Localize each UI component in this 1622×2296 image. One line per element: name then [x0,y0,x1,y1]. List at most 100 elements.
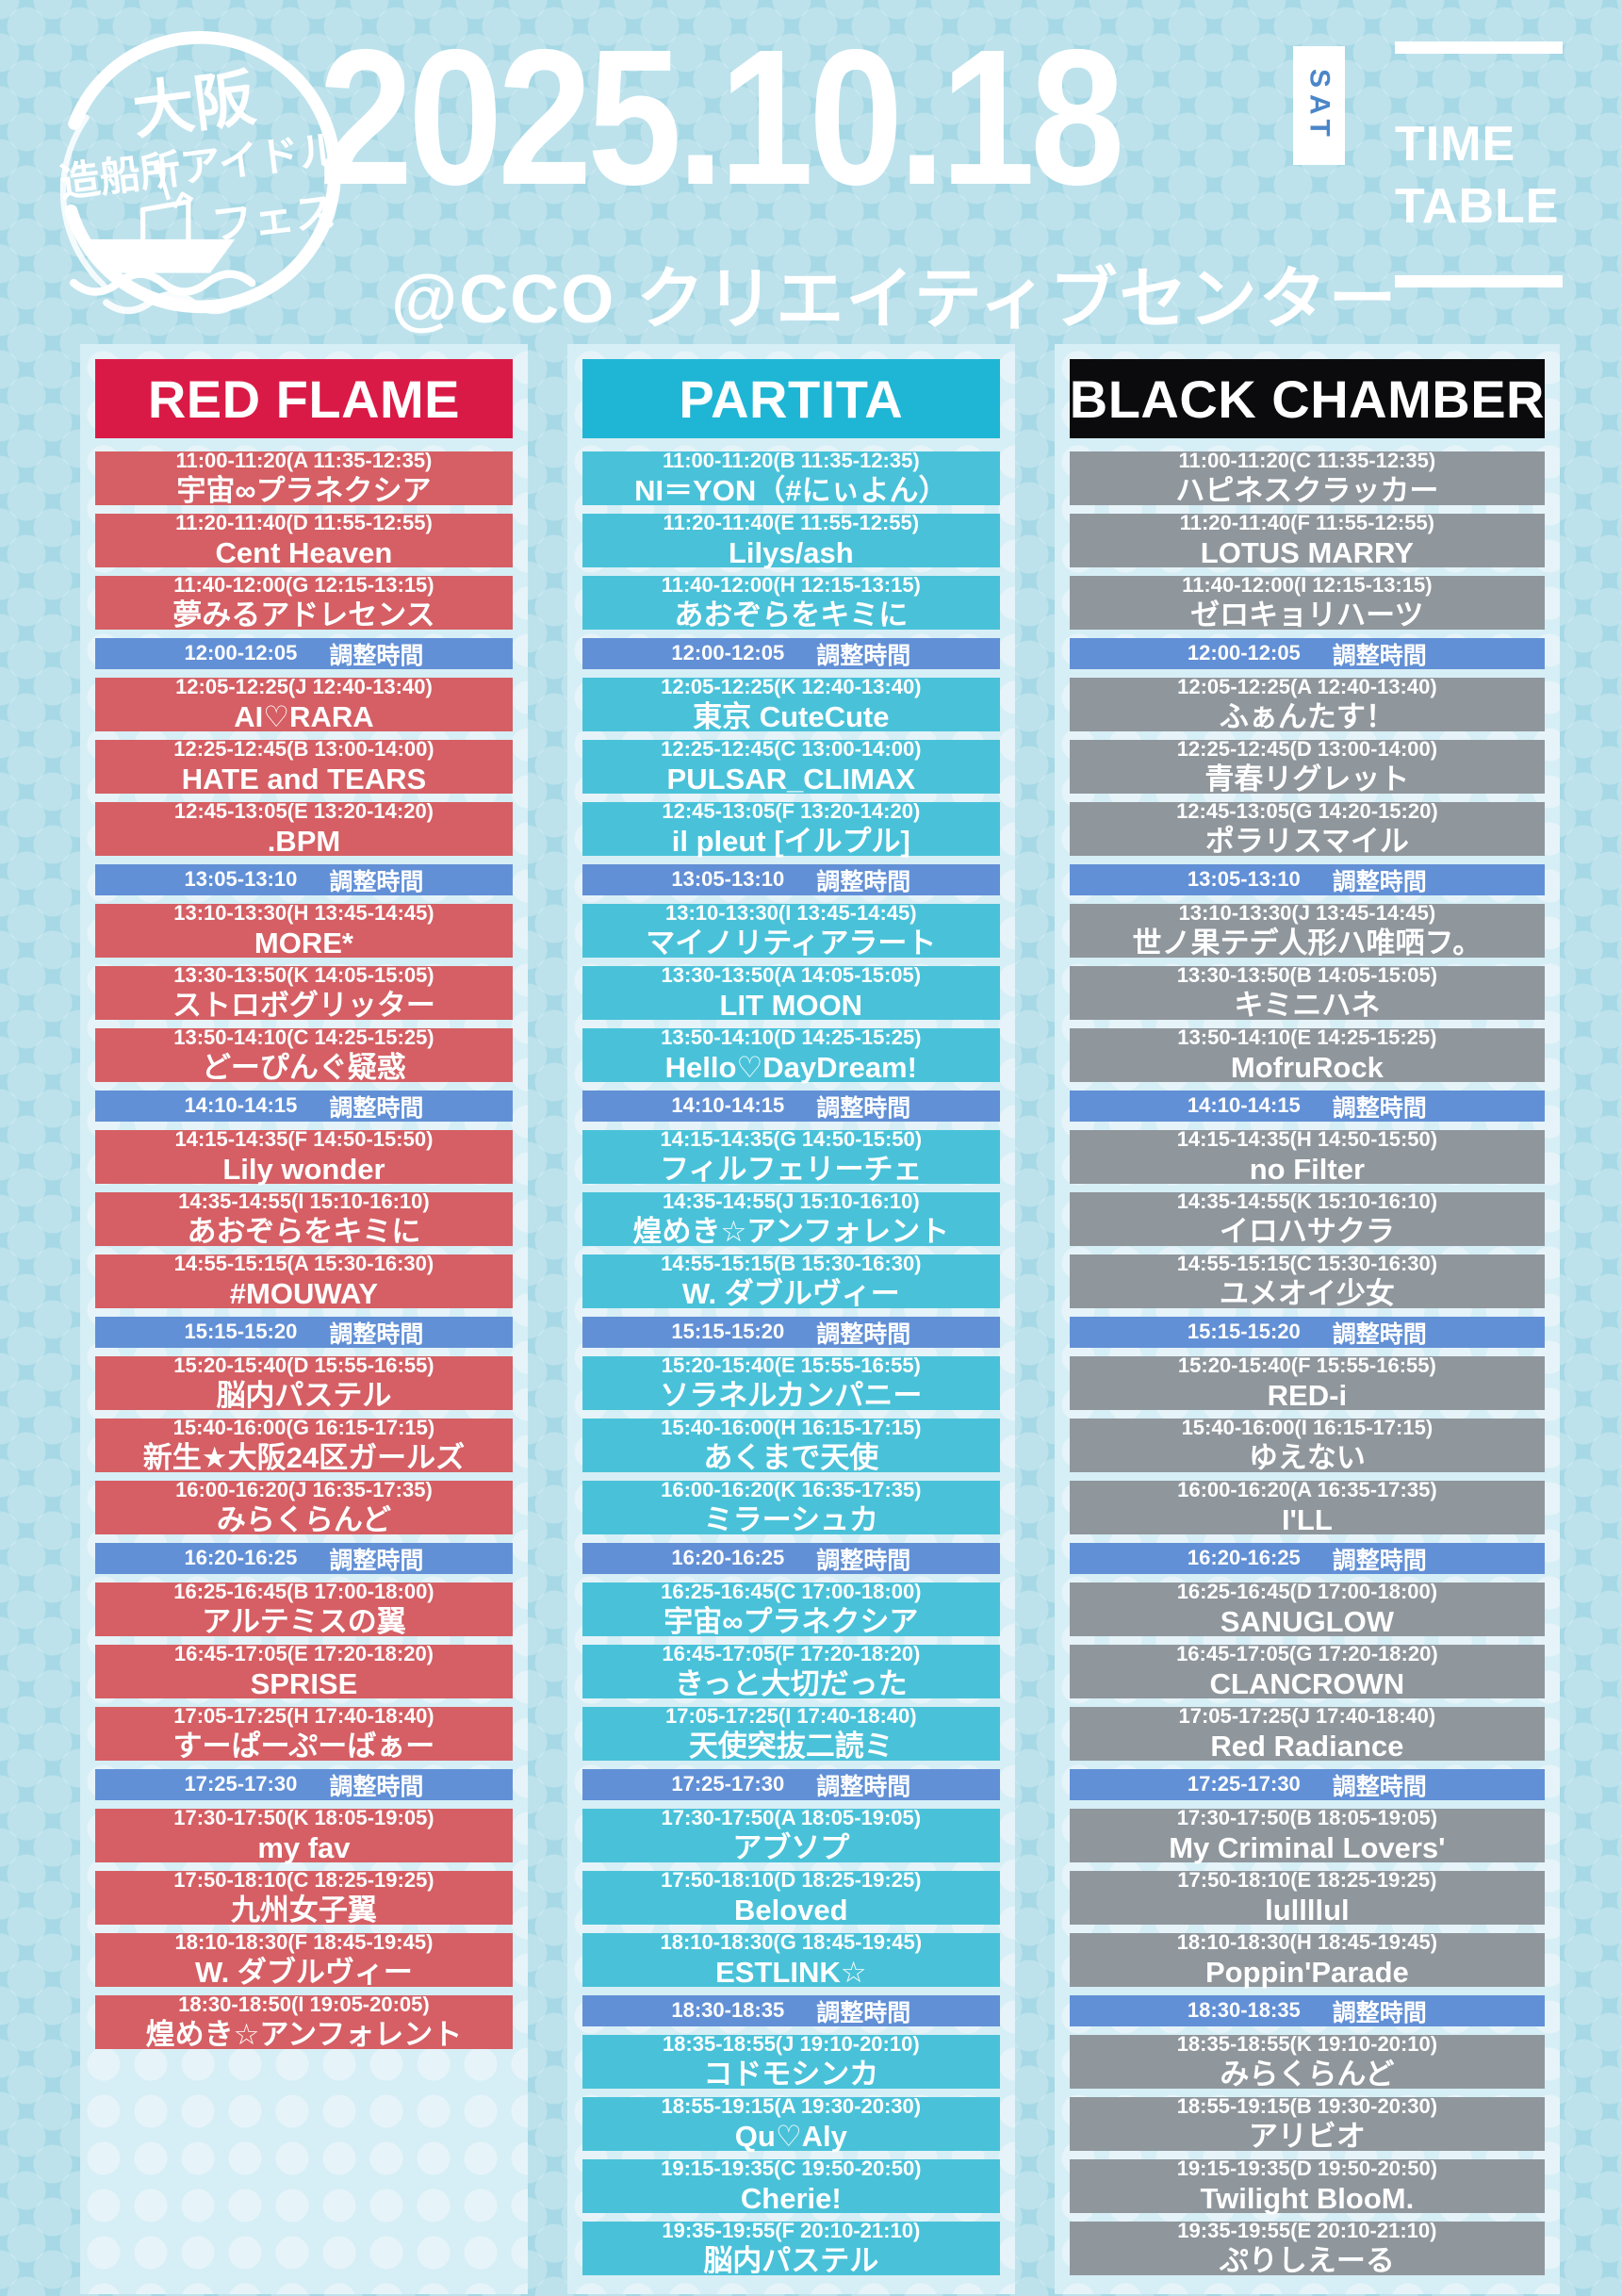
artist-name: ハピネスクラッカー [1175,473,1439,507]
artist-name: CLANCROWN [1209,1666,1405,1700]
adjustment-slot: 18:30-18:35 調整時間 [582,1995,1000,2026]
adjustment-label: 調整時間 [329,868,424,895]
artist-name: きっと大切だった [674,1666,908,1700]
stage-name: PARTITA [582,359,1000,438]
slot-time: 11:00-11:20(C 11:35-12:35) [1178,449,1436,473]
adjustment-label: 調整時間 [329,1547,424,1574]
artist-name: アリビオ [1248,2119,1366,2153]
adjustment-time: 16:20-16:25 [184,1546,298,1570]
artist-name: どーぴんぐ疑惑 [201,1050,406,1084]
artist-name: ポラリスマイル [1204,824,1409,858]
adjustment-slot: 14:10-14:15 調整時間 [582,1091,1000,1122]
adjustment-time: 16:20-16:25 [671,1546,785,1570]
artist-name: 東京 CuteCute [693,699,890,733]
adjustment-slot: 15:15-15:20 調整時間 [582,1317,1000,1348]
performance-slot: 17:05-17:25(J 17:40-18:40) Red Radiance [1069,1704,1545,1763]
adjustment-time: 13:05-13:10 [184,867,298,892]
slot-time: 17:05-17:25(I 17:40-18:40) [665,1704,917,1729]
artist-name: アルテミスの翼 [202,1604,406,1638]
adjustment-label: 調整時間 [816,1094,911,1122]
slot-time: 12:05-12:25(K 12:40-13:40) [661,675,922,699]
adjustment-label: 調整時間 [1332,1094,1427,1122]
slot-time: 12:25-12:45(D 13:00-14:00) [1176,737,1438,762]
artist-name: イロハサクラ [1219,1214,1395,1248]
slot-time: 14:15-14:35(H 14:50-15:50) [1176,1127,1438,1152]
slot-time: 11:20-11:40(D 11:55-12:55) [175,511,433,535]
slot-time: 13:10-13:30(I 13:45-14:45) [665,901,917,926]
slot-time: 18:30-18:50(I 19:05-20:05) [178,1993,430,2017]
artist-name: 宇宙∞プラネクシア [664,1604,919,1638]
artist-name: あおぞらをキミに [674,598,909,631]
slot-time: 18:55-19:15(B 19:30-20:30) [1176,2094,1438,2119]
adjustment-time: 17:25-17:30 [184,1772,298,1796]
artist-name: Poppin'Parade [1204,1955,1409,1989]
performance-slot: 12:05-12:25(K 12:40-13:40) 東京 CuteCute [582,675,1000,733]
artist-name: Hello♡DayDream! [664,1050,917,1084]
performance-slot: 18:10-18:30(G 18:45-19:45) ESTLINK☆ [582,1930,1000,1989]
stage-column-red-flame: RED FLAME 11:00-11:20(A 11:35-12:35) 宇宙∞プ… [80,344,528,2294]
slot-time: 19:15-19:35(C 19:50-20:50) [661,2157,922,2181]
artist-name: 脳内パステル [216,1378,392,1412]
adjustment-time: 13:05-13:10 [671,867,785,892]
performance-slot: 11:40-12:00(H 12:15-13:15) あおぞらをキミに [582,573,1000,631]
performance-slot: 14:35-14:55(K 15:10-16:10) イロハサクラ [1069,1189,1545,1248]
performance-slot: 18:55-19:15(B 19:30-20:30) アリビオ [1069,2094,1545,2153]
slot-time: 11:00-11:20(B 11:35-12:35) [662,449,920,473]
adjustment-slot: 13:05-13:10 調整時間 [582,864,1000,895]
adjustment-slot: 12:00-12:05 調整時間 [1069,638,1545,669]
adjustment-label: 調整時間 [816,1547,911,1574]
artist-name: ぷりしえーる [1219,2243,1395,2277]
artist-name: キミニハネ [1234,988,1381,1022]
slot-time: 17:05-17:25(J 17:40-18:40) [1178,1704,1436,1729]
slot-time: 15:40-16:00(I 16:15-17:15) [1181,1416,1434,1440]
stage-rows: 11:00-11:20(A 11:35-12:35) 宇宙∞プラネクシア 11:20… [95,449,513,2051]
slot-time: 12:05-12:25(A 12:40-13:40) [1177,675,1437,699]
slot-time: 16:25-16:45(D 17:00-18:00) [1176,1580,1438,1604]
artist-name: il pleut [イルプル] [671,824,910,858]
logo-line1: 大阪 [129,63,259,146]
slot-time: 15:20-15:40(D 15:55-16:55) [173,1353,434,1378]
artist-name: あくまで天使 [703,1440,879,1474]
stage-name: BLACK CHAMBER [1069,359,1545,438]
performance-slot: 18:10-18:30(H 18:45-19:45) Poppin'Parade [1069,1930,1545,1989]
artist-name: 天使突抜二読ミ [688,1729,893,1763]
artist-name: My Criminal Lovers' [1169,1830,1446,1864]
performance-slot: 14:35-14:55(J 15:10-16:10) 煌めき☆アンフォレント [582,1189,1000,1248]
performance-slot: 11:20-11:40(F 11:55-12:55) LOTUS MARRY [1069,511,1545,569]
slot-time: 12:45-13:05(F 13:20-14:20) [662,799,921,824]
artist-name: HATE and TEARS [181,762,427,795]
decorative-rule-bottom [1395,275,1563,287]
performance-slot: 15:40-16:00(I 16:15-17:15) ゆえない [1069,1416,1545,1474]
performance-slot: 16:00-16:20(A 16:35-17:35) I'LL [1069,1478,1545,1536]
artist-name: ユメオイ少女 [1219,1276,1395,1310]
performance-slot: 19:15-19:35(C 19:50-20:50) Cherie! [582,2157,1000,2215]
adjustment-time: 14:10-14:15 [184,1093,298,1118]
adjustment-time: 18:30-18:35 [671,1998,785,2023]
slot-time: 16:45-17:05(G 17:20-18:20) [1176,1642,1438,1666]
slot-time: 11:20-11:40(F 11:55-12:55) [1179,511,1435,535]
slot-time: 17:30-17:50(B 18:05-19:05) [1176,1806,1438,1830]
slot-time: 19:15-19:35(D 19:50-20:50) [1176,2157,1438,2181]
timetable-title: TIME TABLE [1395,113,1559,238]
artist-name: 煌めき☆アンフォレント [632,1214,950,1248]
adjustment-time: 16:20-16:25 [1187,1546,1301,1570]
performance-slot: 17:50-18:10(D 18:25-19:25) Beloved [582,1868,1000,1927]
performance-slot: 18:35-18:55(K 19:10-20:10) みらくらんど [1069,2032,1545,2091]
performance-slot: 14:35-14:55(I 15:10-16:10) あおぞらをキミに [95,1189,513,1248]
performance-slot: 13:10-13:30(H 13:45-14:45) MORE* [95,901,513,959]
artist-name: みらくらんど [1220,2057,1395,2091]
artist-name: 宇宙∞プラネクシア [176,473,432,507]
artist-name: SANUGLOW [1220,1604,1394,1638]
performance-slot: 11:20-11:40(E 11:55-12:55) Lilys/ash [582,511,1000,569]
slot-time: 15:20-15:40(E 15:55-16:55) [661,1353,921,1378]
slot-time: 17:50-18:10(E 18:25-19:25) [1177,1868,1437,1893]
adjustment-label: 調整時間 [816,1773,911,1800]
performance-slot: 13:10-13:30(I 13:45-14:45) マイノリティアラート [582,901,1000,959]
slot-time: 16:00-16:20(K 16:35-17:35) [661,1478,922,1502]
performance-slot: 16:45-17:05(F 17:20-18:20) きっと大切だった [582,1642,1000,1700]
adjustment-label: 調整時間 [816,868,911,895]
adjustment-label: 調整時間 [1332,1320,1427,1348]
stage-column-partita: PARTITA 11:00-11:20(B 11:35-12:35) NI＝YON… [566,344,1015,2294]
artist-name: Red Radiance [1210,1729,1404,1763]
performance-slot: 16:00-16:20(J 16:35-17:35) みらくらんど [95,1478,513,1536]
